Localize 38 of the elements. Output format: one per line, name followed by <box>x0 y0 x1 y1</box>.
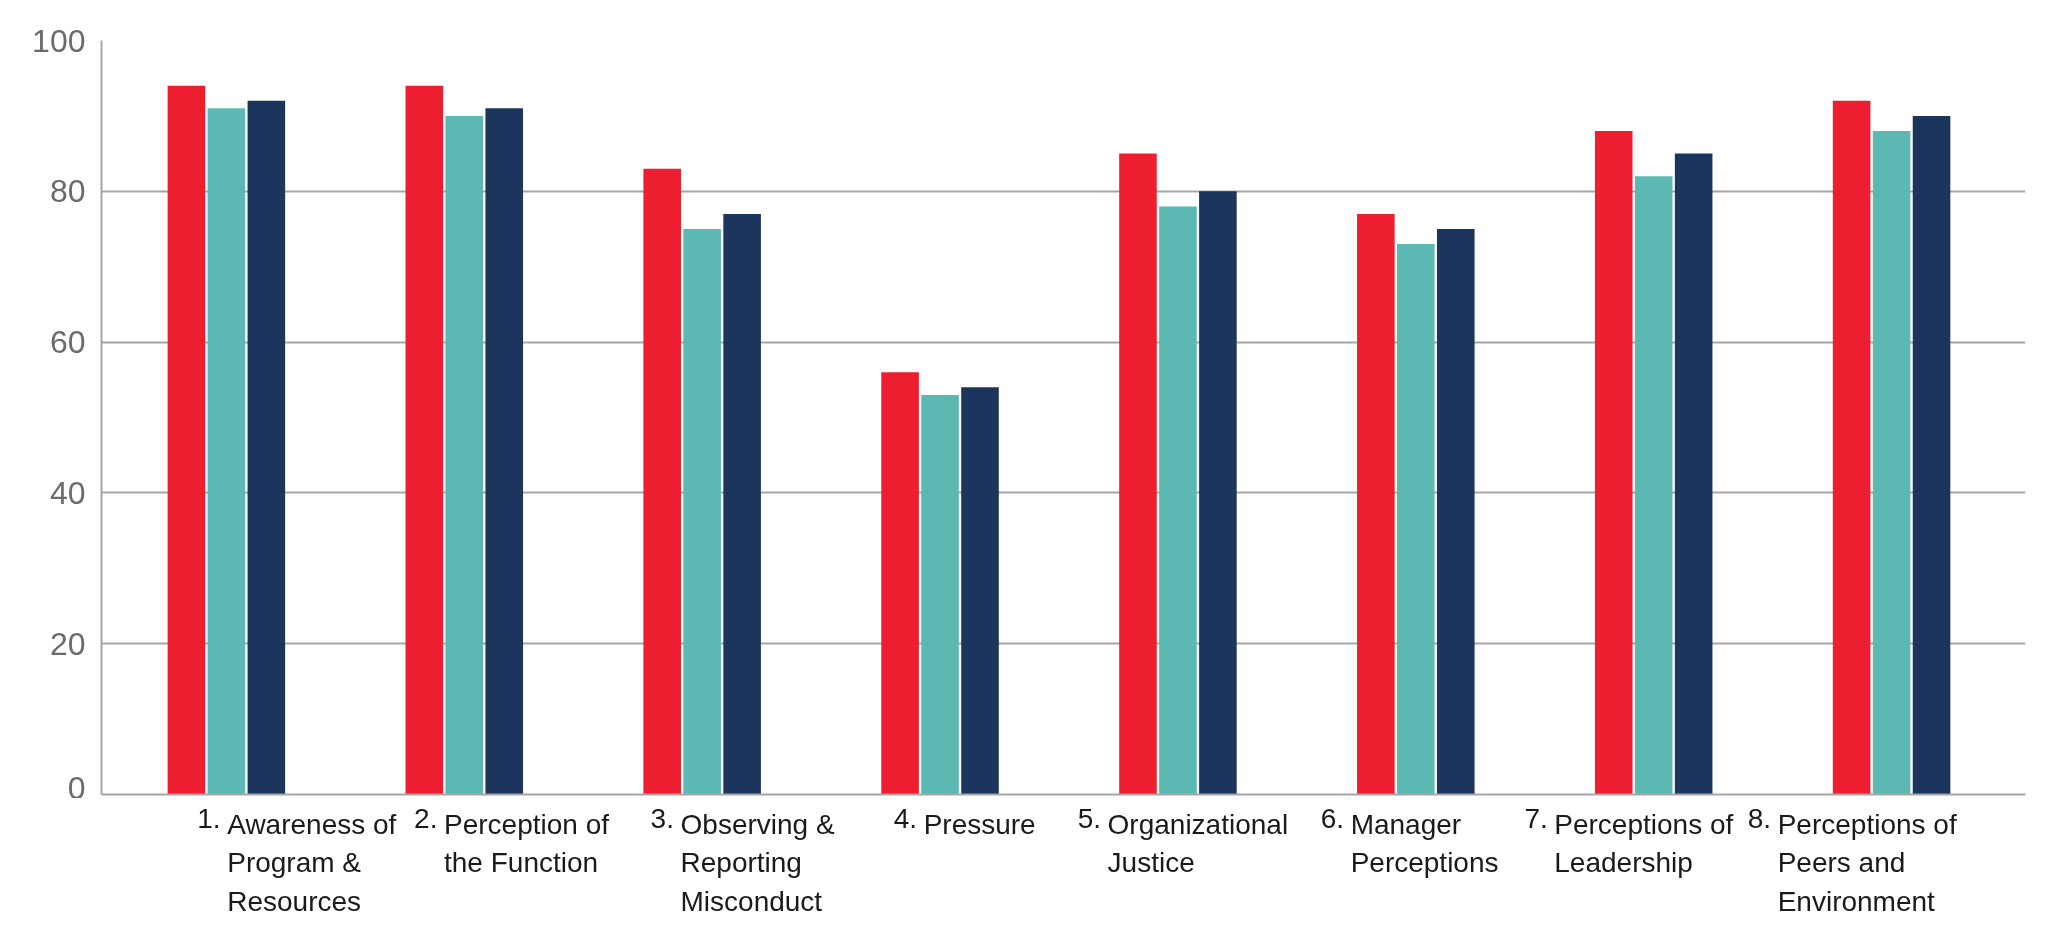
bar <box>921 394 959 795</box>
y-tick-label: 40 <box>49 474 86 511</box>
bar <box>1119 153 1157 795</box>
x-tick-label: 4. Pressure <box>893 802 1036 840</box>
x-tick-label: 7. Perceptions of Leadership <box>1524 802 1734 879</box>
bar <box>485 108 524 795</box>
y-tick-label: 100 <box>32 22 86 59</box>
y-tick-label: 20 <box>49 625 86 662</box>
bar <box>723 213 761 795</box>
y-tick-label: 0 <box>67 769 86 806</box>
bar <box>1832 100 1871 795</box>
bar <box>1436 229 1475 795</box>
bar <box>1912 115 1951 795</box>
bar <box>1397 244 1435 795</box>
x-tick-label: 5. Organizational Justice <box>1077 802 1289 879</box>
bar <box>167 85 206 795</box>
bar <box>1199 191 1237 795</box>
bar <box>1357 213 1395 795</box>
y-tick-label: 80 <box>49 173 86 210</box>
bar <box>445 115 484 795</box>
bar <box>643 168 681 795</box>
bar <box>1159 206 1197 795</box>
bar <box>1594 130 1633 795</box>
x-tick-label: 6. Manager Perceptions <box>1320 802 1499 879</box>
bar <box>961 387 999 795</box>
bar <box>1634 176 1673 795</box>
y-tick-label: 60 <box>49 324 86 361</box>
bar <box>683 229 721 795</box>
x-tick-label: 3. Observing & Reporting Misconduct <box>650 802 835 917</box>
bar <box>207 108 246 795</box>
bar <box>1872 130 1911 795</box>
bar <box>881 372 919 795</box>
bar <box>405 85 444 795</box>
bar <box>247 100 286 795</box>
x-tick-label: 1. Awareness of Program & Resources <box>197 802 397 917</box>
bar <box>1674 153 1713 795</box>
x-tick-label: 2. Perception of the Function <box>414 802 610 879</box>
x-tick-label: 8. Perceptions of Peers and Environment <box>1747 802 1957 917</box>
